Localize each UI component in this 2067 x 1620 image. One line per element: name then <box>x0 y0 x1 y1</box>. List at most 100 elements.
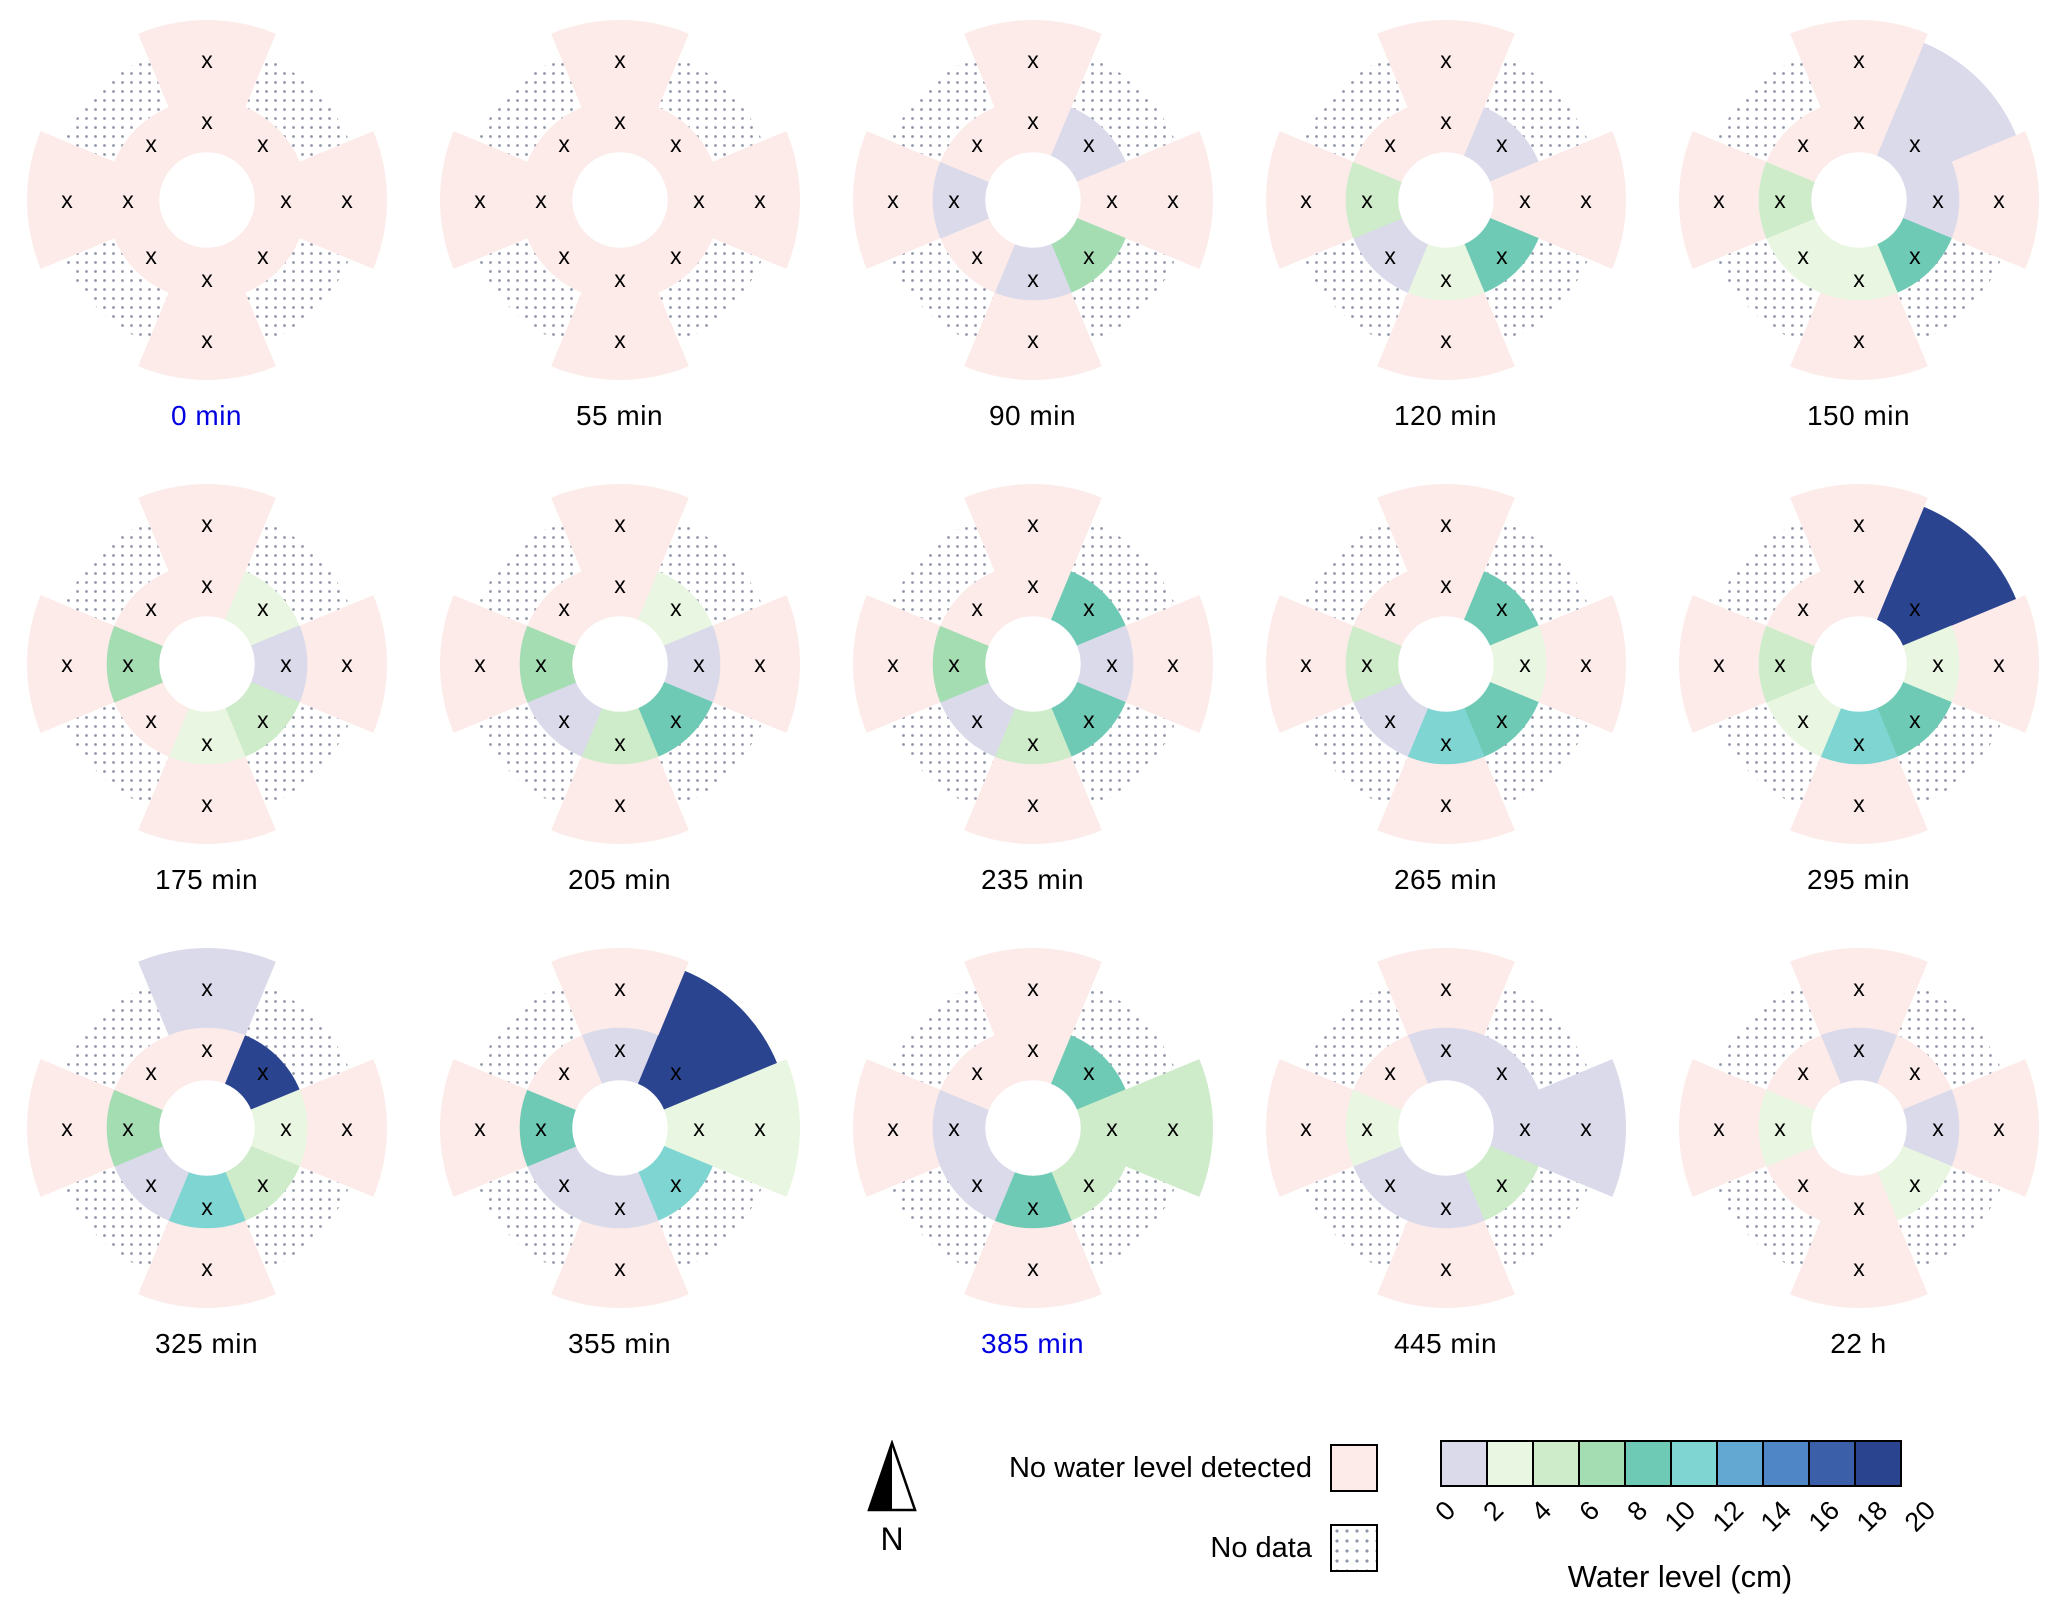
x-mark: x <box>1106 651 1118 677</box>
x-mark: x <box>1519 187 1531 213</box>
outer-sector-W <box>852 595 941 733</box>
x-mark: x <box>1027 1255 1039 1281</box>
outer-sector-SE <box>1069 1165 1176 1271</box>
x-mark: x <box>1853 266 1865 292</box>
outer-sector-SE <box>243 701 350 807</box>
outer-sector-N <box>963 483 1102 572</box>
panel-time-label: 295 min <box>1806 864 1911 895</box>
x-mark: x <box>122 187 134 213</box>
x-mark: x <box>887 187 899 213</box>
x-mark: x <box>257 243 269 269</box>
x-mark: x <box>1384 1171 1396 1197</box>
x-mark: x <box>1440 1194 1452 1220</box>
outer-sector-E <box>1950 595 2039 733</box>
x-mark: x <box>614 975 626 1001</box>
outer-sector-W <box>1678 595 1767 733</box>
x-mark: x <box>1496 1171 1508 1197</box>
inner-sector-NW <box>526 107 602 183</box>
x-mark: x <box>1027 327 1039 353</box>
inner-sector-NW <box>526 571 602 647</box>
outer-sector-S <box>1376 292 1515 381</box>
rose-panel-385-min: x x x x x x x x x x x x 385 min <box>826 936 1239 1360</box>
x-mark: x <box>1909 131 1921 157</box>
panel-time-label: 0 min <box>171 400 242 431</box>
x-mark: x <box>1384 131 1396 157</box>
outer-sector-NE <box>1482 985 1589 1091</box>
x-mark: x <box>1167 187 1179 213</box>
x-mark: x <box>201 511 213 537</box>
x-mark: x <box>122 1115 134 1141</box>
x-mark: x <box>1384 1059 1396 1085</box>
colorbar-cell <box>1486 1440 1534 1487</box>
outer-sector-W <box>1678 1059 1767 1197</box>
rose-chart: x x x x x x x x x x x x <box>1265 947 1626 1309</box>
outer-sector-NE <box>243 521 350 627</box>
outer-sector-E <box>711 1059 800 1197</box>
x-mark: x <box>1083 1059 1095 1085</box>
x-mark: x <box>614 791 626 817</box>
no-data-swatch <box>1330 1524 1378 1572</box>
x-mark: x <box>1853 1194 1865 1220</box>
x-mark: x <box>1797 595 1809 621</box>
outer-sector-SW <box>63 701 170 807</box>
x-mark: x <box>1797 1171 1809 1197</box>
rose-chart: x x x x x x x x x x x x <box>26 483 387 845</box>
rose-chart: x x x x x x x x x x x x <box>439 483 800 845</box>
x-mark: x <box>1384 595 1396 621</box>
x-mark: x <box>1083 131 1095 157</box>
inner-sector-NW <box>113 571 189 647</box>
x-mark: x <box>614 108 626 134</box>
rose-panel-325-min: x x x x x x x x x x x x 325 min <box>0 936 413 1360</box>
x-mark: x <box>1440 730 1452 756</box>
x-mark: x <box>1853 1036 1865 1062</box>
x-mark: x <box>693 651 705 677</box>
x-mark: x <box>1496 131 1508 157</box>
inner-sector-NW <box>1765 571 1841 647</box>
x-mark: x <box>1083 595 1095 621</box>
x-mark: x <box>1300 187 1312 213</box>
x-mark: x <box>1496 707 1508 733</box>
outer-sector-SW <box>476 701 583 807</box>
outer-sector-N <box>1376 483 1515 572</box>
inner-sector-NW <box>939 571 1015 647</box>
x-mark: x <box>971 1171 983 1197</box>
outer-sector-SE <box>243 1165 350 1271</box>
x-mark: x <box>341 187 353 213</box>
outer-sector-S <box>550 292 689 381</box>
x-mark: x <box>1440 327 1452 353</box>
outer-sector-E <box>1124 595 1213 733</box>
outer-sector-NE <box>1069 521 1176 627</box>
x-mark: x <box>535 1115 547 1141</box>
x-mark: x <box>1797 1059 1809 1085</box>
outer-sector-NW <box>1302 57 1409 163</box>
x-mark: x <box>201 1036 213 1062</box>
x-mark: x <box>1909 1059 1921 1085</box>
x-mark: x <box>1440 1036 1452 1062</box>
x-mark: x <box>474 1115 486 1141</box>
x-mark: x <box>145 707 157 733</box>
outer-sector-S <box>137 292 276 381</box>
outer-sector-SW <box>1302 1165 1409 1271</box>
outer-sector-S <box>550 1220 689 1309</box>
north-arrow: N <box>862 1439 922 1558</box>
x-mark: x <box>693 1115 705 1141</box>
outer-sector-NE <box>656 970 778 1091</box>
outer-sector-E <box>1950 1059 2039 1197</box>
x-mark: x <box>1027 1194 1039 1220</box>
x-mark: x <box>971 595 983 621</box>
rose-panel-90-min: x x x x x x x x x x x x 90 min <box>826 8 1239 432</box>
x-mark: x <box>614 266 626 292</box>
x-mark: x <box>558 1171 570 1197</box>
outer-sector-NW <box>1302 985 1409 1091</box>
panel-time-label: 385 min <box>980 1328 1085 1359</box>
outer-sector-N <box>1376 19 1515 108</box>
outer-sector-SW <box>63 1165 170 1271</box>
outer-sector-NE <box>656 57 763 163</box>
outer-sector-N <box>963 947 1102 1036</box>
outer-sector-NW <box>1715 57 1822 163</box>
x-mark: x <box>1300 651 1312 677</box>
x-mark: x <box>1106 1115 1118 1141</box>
x-mark: x <box>1440 975 1452 1001</box>
outer-sector-SW <box>889 701 996 807</box>
